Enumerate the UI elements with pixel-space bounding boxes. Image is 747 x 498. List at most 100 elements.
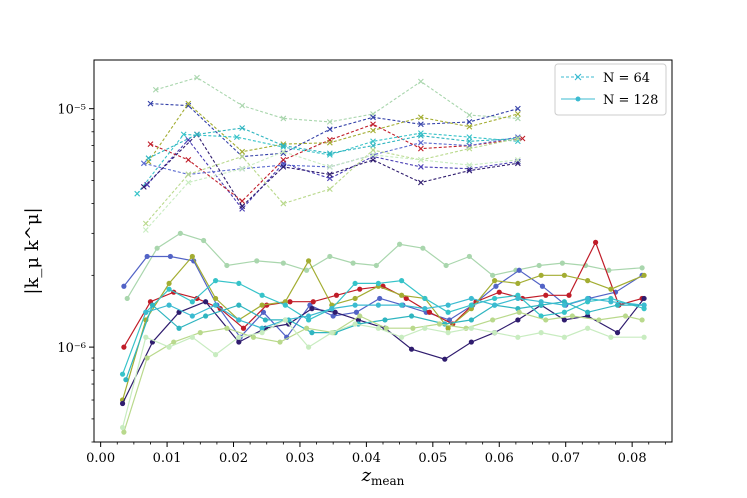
series-n128-point — [516, 309, 522, 315]
series-n128-point — [641, 334, 647, 340]
series-n128-point — [403, 295, 409, 302]
series-n64-point — [326, 150, 333, 157]
series-n128-point — [353, 309, 360, 315]
x-tick-label: 0.00 — [86, 451, 115, 466]
series-n128-point — [282, 302, 288, 308]
series-n64-point — [514, 135, 521, 142]
series-n64-point — [147, 141, 154, 148]
series-n128-point — [277, 339, 283, 345]
plot-lines — [119, 74, 647, 435]
series-n128-point — [203, 313, 209, 319]
series-n128-point — [538, 313, 544, 319]
series-n64-point — [280, 115, 287, 122]
series-n128-point — [352, 295, 358, 302]
series-n64-point — [194, 74, 200, 81]
series-n128-point — [375, 302, 381, 308]
series-n128-point — [305, 344, 312, 350]
y-axis: 10⁻⁶ 10⁻⁵ — [57, 103, 94, 443]
series-n64-point — [370, 114, 376, 121]
series-n64-point — [185, 156, 192, 163]
series-n128-point — [250, 334, 257, 340]
series-n128-point — [310, 299, 316, 305]
series-n64-line — [146, 139, 518, 210]
series-n64-point — [417, 132, 424, 139]
y-axis-label: |k_μ k^μ| — [22, 207, 43, 294]
x-axis-label: zmean — [361, 465, 405, 488]
series-n64-point — [147, 100, 154, 107]
series-n64-point — [370, 121, 376, 128]
series-n64-point — [417, 114, 424, 121]
series-n128-point — [282, 317, 288, 323]
series-n128-point — [259, 325, 265, 331]
series-n128-point — [212, 352, 219, 358]
series-n128-point — [420, 245, 426, 251]
series-n128-point — [375, 280, 381, 287]
series-n128-line — [145, 297, 645, 329]
series-n128-point — [167, 253, 174, 260]
series-n128-point — [377, 295, 383, 302]
series-n128-point — [585, 295, 591, 302]
series-n128-point — [422, 325, 428, 331]
series-n128-point — [309, 306, 315, 312]
series-n64-point — [239, 102, 246, 109]
series-n128-point — [536, 262, 542, 269]
x-tick-label: 0.06 — [485, 451, 514, 466]
series-n128-point — [436, 321, 443, 327]
series-n128-point — [119, 424, 126, 431]
series-n128-point — [123, 377, 129, 383]
series-n128-point — [561, 317, 567, 323]
series-n128-point — [442, 356, 448, 362]
series-n64-point — [280, 163, 287, 170]
series-n64-point — [466, 119, 473, 125]
x-axis-label-subscript: mean — [371, 474, 405, 488]
series-n128-point — [143, 309, 149, 315]
series-n128-point — [493, 283, 499, 289]
series-n128-point — [357, 286, 363, 292]
legend-n64-marker — [574, 73, 582, 81]
series-n128-point — [539, 283, 546, 289]
series-n128-point — [260, 309, 267, 315]
series-n128-point — [224, 325, 230, 331]
series-n128-point — [189, 334, 195, 340]
series-n128-point — [194, 295, 200, 302]
x-tick-label: 0.08 — [618, 451, 647, 466]
series-n128-point — [561, 334, 567, 340]
series-n128-point — [445, 330, 451, 336]
series-n128-point — [585, 278, 591, 284]
series-n128-point — [608, 299, 614, 305]
series-n128-point — [410, 325, 416, 331]
series-n64-point — [466, 162, 473, 168]
series-n128-point — [305, 317, 312, 323]
series-n64-point — [326, 126, 333, 133]
series-n128-point — [445, 309, 451, 315]
series-n128-point — [212, 278, 219, 284]
x-tick-label: 0.07 — [551, 451, 580, 466]
series-n64-line — [143, 133, 518, 208]
series-n64-point — [370, 127, 376, 134]
series-n128-point — [516, 267, 522, 273]
series-n128-line — [126, 232, 643, 299]
series-n128-point — [236, 339, 242, 345]
series-n128-point — [149, 302, 156, 308]
x-tick-label: 0.03 — [285, 451, 314, 466]
series-n128-point — [166, 286, 172, 292]
series-n128-point — [515, 317, 521, 323]
series-n128-point — [443, 262, 449, 269]
series-n64-point — [140, 183, 147, 190]
series-n128-point — [399, 302, 405, 308]
series-n128-point — [189, 299, 195, 305]
series-n128-point — [639, 265, 645, 271]
series-n128-point — [305, 313, 312, 319]
series-n64-point — [370, 151, 376, 158]
series-n128-point — [143, 334, 149, 340]
series-n64-point — [185, 100, 192, 107]
series-n128-point — [309, 330, 315, 336]
series-n64-point — [239, 148, 246, 155]
series-n64-point — [280, 156, 287, 163]
series-n128-point — [212, 302, 219, 308]
series-n64-point — [417, 163, 424, 170]
series-n128-point — [144, 253, 150, 260]
series-n64-point — [466, 134, 473, 140]
series-n64-point — [280, 148, 287, 155]
series-n128-point — [468, 339, 474, 345]
